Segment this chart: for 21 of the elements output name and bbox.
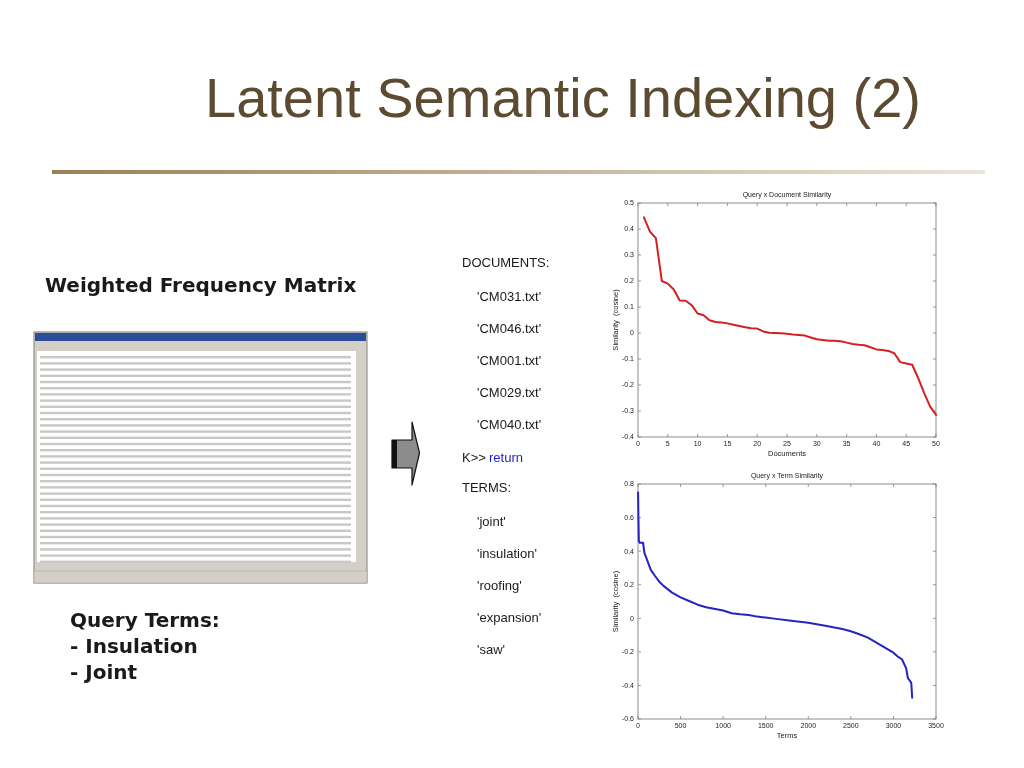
text: 'CM046.txt'	[477, 321, 542, 336]
text: Query Terms:	[70, 608, 220, 632]
text: - Joint	[70, 660, 138, 684]
text: K>>	[462, 450, 486, 465]
text: return	[489, 450, 523, 465]
text: - Insulation	[70, 634, 198, 658]
text: 'roofing'	[477, 578, 522, 593]
text: 'joint'	[477, 514, 506, 529]
text: 'CM029.txt'	[477, 385, 542, 400]
text: 'CM040.txt'	[477, 417, 542, 432]
text: 'CM031.txt'	[477, 289, 542, 304]
line-series	[642, 216, 937, 416]
text: 'insulation'	[477, 546, 537, 561]
text: 'expansion'	[477, 610, 542, 625]
text: Latent Semantic Indexing (2)	[205, 66, 921, 129]
text: DOCUMENTS:	[462, 255, 550, 270]
text: 'saw'	[477, 642, 506, 657]
line-series	[637, 491, 914, 699]
text: 'CM001.txt'	[477, 353, 542, 368]
text: TERMS:	[462, 480, 512, 495]
text: Weighted Frequency Matrix	[45, 273, 357, 297]
